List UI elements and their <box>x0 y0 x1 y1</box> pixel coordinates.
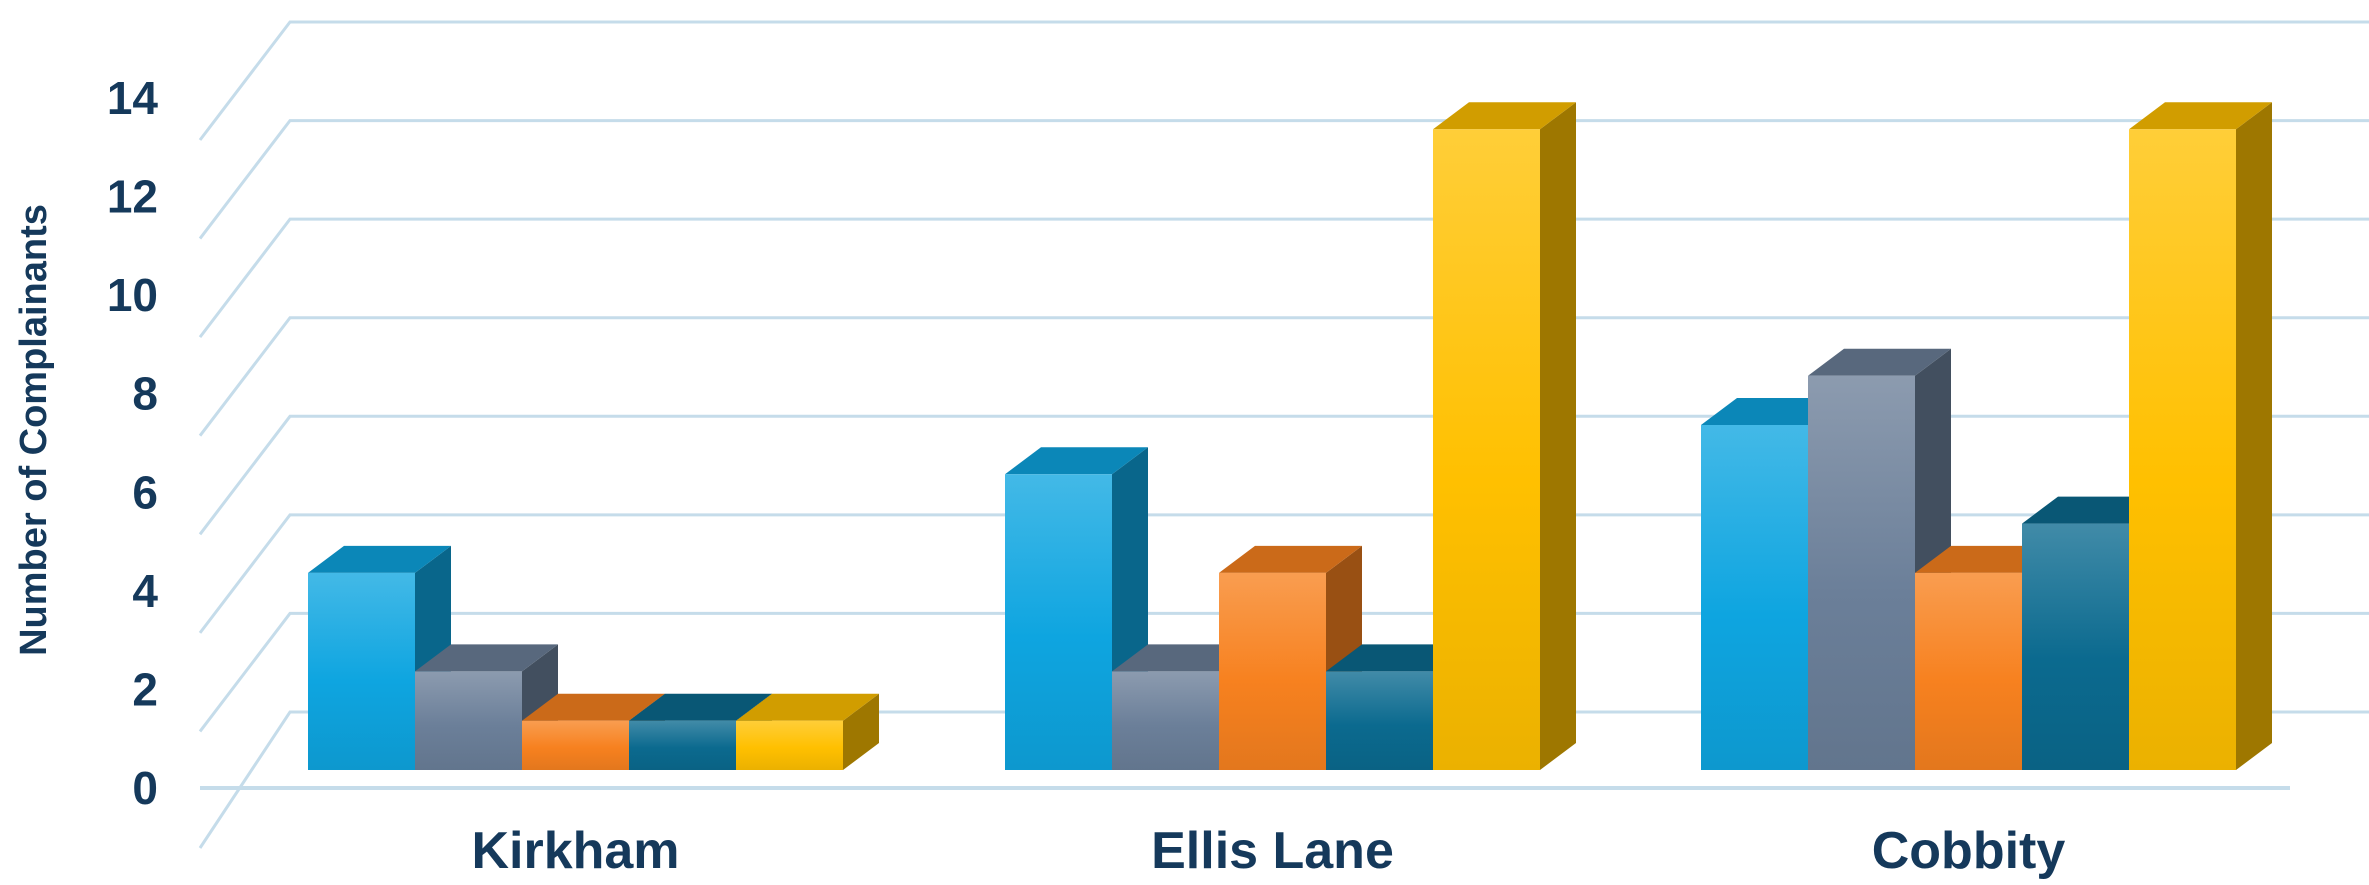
bar-front <box>629 720 736 770</box>
y-tick-label: 10 <box>107 269 158 321</box>
bar-front <box>1326 671 1433 770</box>
bar-top <box>2129 102 2272 130</box>
y-tick-label: 4 <box>132 565 158 617</box>
bar-top <box>1005 447 1148 475</box>
y-tick-label: 6 <box>132 466 158 518</box>
y-tick-label: 8 <box>132 368 158 420</box>
bar-front <box>1112 671 1219 770</box>
gridline <box>198 217 2369 339</box>
gridline <box>198 119 2369 240</box>
bar-top <box>1433 102 1576 130</box>
y-axis-label: Number of Complainants <box>13 204 55 656</box>
x-tick-label: Kirkham <box>471 822 679 880</box>
gridline <box>198 316 2369 437</box>
bar-front <box>1005 474 1112 770</box>
bar-front <box>1219 572 1326 770</box>
bar-front <box>1433 129 1540 771</box>
x-axis-ticks: Kirkham Ellis Lane Cobbity <box>471 822 2065 880</box>
bar-front <box>308 572 415 770</box>
bar-side <box>843 693 879 770</box>
bar-front <box>522 720 629 770</box>
bar-top <box>308 545 451 573</box>
y-tick-label: 14 <box>107 72 159 124</box>
bar-side <box>1540 102 1576 771</box>
x-tick-label: Ellis Lane <box>1151 822 1394 880</box>
gridline <box>198 414 2369 536</box>
bar-top <box>1808 348 1951 376</box>
bar-top <box>522 693 665 721</box>
bar-front <box>2129 129 2236 771</box>
bar <box>2129 102 2272 771</box>
bar-front <box>415 671 522 770</box>
bar-front <box>736 720 843 770</box>
y-axis-ticks: 0 2 4 6 8 10 12 14 <box>107 72 159 814</box>
bar-side <box>2236 102 2272 771</box>
gridline <box>198 611 2369 733</box>
bar-front <box>1915 572 2022 770</box>
bar-front <box>2022 523 2129 770</box>
y-tick-label: 2 <box>132 663 158 715</box>
bars <box>308 102 2272 771</box>
gridlines <box>198 20 2369 849</box>
gridline <box>198 513 2369 634</box>
bar-top <box>629 693 772 721</box>
bar-top <box>736 693 879 721</box>
bar-front <box>1701 425 1808 770</box>
y-tick-label: 12 <box>107 171 158 223</box>
bar <box>736 693 879 770</box>
gridline <box>198 710 2369 849</box>
bar <box>1433 102 1576 771</box>
bar-front <box>1808 375 1915 770</box>
x-tick-label: Cobbity <box>1872 822 2066 880</box>
gridline <box>198 20 2369 141</box>
bar-top <box>415 644 558 672</box>
y-tick-label: 0 <box>132 762 158 814</box>
bar-top <box>1219 545 1362 573</box>
